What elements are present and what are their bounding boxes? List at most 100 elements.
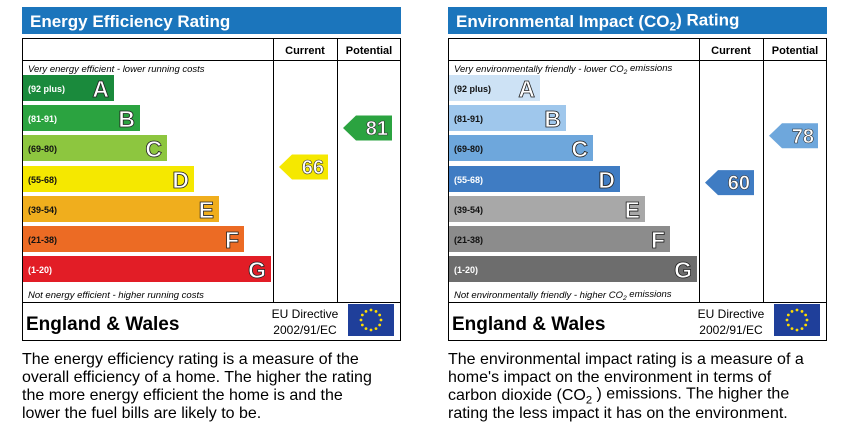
eu-star: [800, 309, 804, 313]
eu-star: [795, 328, 799, 332]
directive-line: EU Directive: [272, 307, 339, 321]
subscript: 2: [669, 20, 676, 34]
eu-star: [790, 327, 794, 331]
eu-star: [804, 323, 808, 327]
band-range: (39-54): [28, 205, 57, 215]
directive-line: EU Directive: [698, 307, 765, 321]
band-letter: E: [625, 197, 640, 223]
rating-band: [23, 256, 271, 282]
chart-frame: [448, 38, 827, 341]
band-letter: G: [674, 257, 692, 283]
band-letter: G: [248, 257, 266, 283]
description-line: The environmental impact rating is a mea…: [448, 351, 804, 368]
column-header: Potential: [346, 45, 392, 57]
rating-arrow: [769, 123, 818, 149]
text-part: emissions: [627, 63, 672, 74]
rating-arrow: [343, 115, 392, 141]
text-part: ) Rating: [676, 10, 739, 29]
bottom-caption: Not environmentally friendly - higher CO…: [454, 289, 672, 302]
subscript: 2: [622, 295, 627, 302]
band-letter: E: [199, 197, 214, 223]
text-part: Not environmentally friendly - higher CO: [454, 290, 624, 301]
rating-panel: Environmental Impact (CO2) RatingCurrent…: [448, 7, 827, 422]
text-part: emissions: [627, 289, 672, 300]
text-part: Environmental Impact (CO: [456, 12, 669, 31]
band-range: (92 plus): [454, 84, 491, 94]
eu-star: [378, 323, 382, 327]
text-part: carbon dioxide (CO: [448, 387, 586, 404]
rating-band: [23, 135, 167, 161]
directive-line: 2002/91/EC: [699, 323, 763, 337]
eu-star: [360, 323, 364, 327]
rating-band: [23, 196, 219, 222]
band-letter: B: [544, 106, 561, 132]
subscript: 2: [586, 394, 592, 406]
directive-line: 2002/91/EC: [273, 323, 337, 337]
rating-value: 60: [728, 173, 750, 195]
text-part: Very environmentally friendly - lower CO: [454, 64, 624, 75]
band-letter: A: [518, 76, 535, 102]
top-caption: Very energy efficient - lower running co…: [28, 64, 205, 75]
rating-band: [23, 105, 140, 131]
description-line: the more energy efficient the home is an…: [22, 387, 343, 404]
panel-title: Energy Efficiency Rating: [30, 12, 230, 31]
column-header: Current: [711, 45, 751, 57]
eu-star: [804, 313, 808, 317]
rating-band: [23, 166, 194, 192]
rating-band: [449, 166, 620, 192]
rating-band: [23, 226, 244, 252]
rating-band: [449, 256, 697, 282]
region-label: England & Wales: [452, 314, 605, 335]
band-letter: D: [598, 167, 615, 193]
rating-band: [449, 75, 540, 101]
rating-value: 66: [302, 157, 324, 179]
rating-arrow: [705, 170, 754, 196]
description-line: The energy efficiency rating is a measur…: [22, 351, 359, 368]
eu-star: [364, 309, 368, 313]
band-range: (1-20): [454, 265, 478, 275]
eu-star: [795, 308, 799, 312]
eu-star: [800, 327, 804, 331]
band-letter: D: [172, 167, 189, 193]
description-line: overall efficiency of a home. The higher…: [22, 369, 372, 386]
band-letter: F: [225, 227, 239, 253]
band-letter: C: [145, 136, 162, 162]
band-range: (92 plus): [28, 84, 65, 94]
band-range: (81-91): [28, 114, 57, 124]
rating-value: 81: [366, 118, 388, 140]
eu-star: [785, 318, 789, 322]
rating-arrow: [279, 154, 328, 180]
description-line: carbon dioxide (CO2 ) emissions. The hig…: [448, 386, 789, 407]
band-letter: A: [92, 76, 109, 102]
description-line: lower the fuel bills are likely to be.: [22, 405, 261, 422]
band-range: (21-38): [454, 235, 483, 245]
chart-frame: [22, 38, 401, 341]
band-range: (21-38): [28, 235, 57, 245]
region-label: England & Wales: [26, 314, 179, 335]
panel-title: Environmental Impact (CO2) Rating: [456, 10, 739, 33]
title-bar: [448, 7, 827, 34]
band-range: (55-68): [454, 175, 483, 185]
rating-band: [23, 75, 114, 101]
eu-star: [379, 318, 383, 322]
band-range: (81-91): [454, 114, 483, 124]
band-range: (39-54): [454, 205, 483, 215]
title-bar: [22, 7, 401, 34]
eu-star: [790, 309, 794, 313]
eu-star: [360, 313, 364, 317]
column-header: Current: [285, 45, 325, 57]
bottom-caption: Not energy efficient - higher running co…: [28, 290, 204, 301]
eu-star: [786, 323, 790, 327]
eu-star: [374, 309, 378, 313]
rating-band: [449, 196, 645, 222]
eu-star: [359, 318, 363, 322]
band-range: (69-80): [454, 144, 483, 154]
description-line: home's impact on the environment in term…: [448, 369, 772, 386]
rating-band: [449, 135, 593, 161]
band-range: (55-68): [28, 175, 57, 185]
rating-band: [449, 105, 566, 131]
band-range: (1-20): [28, 265, 52, 275]
eu-star: [805, 318, 809, 322]
band-letter: C: [571, 136, 588, 162]
